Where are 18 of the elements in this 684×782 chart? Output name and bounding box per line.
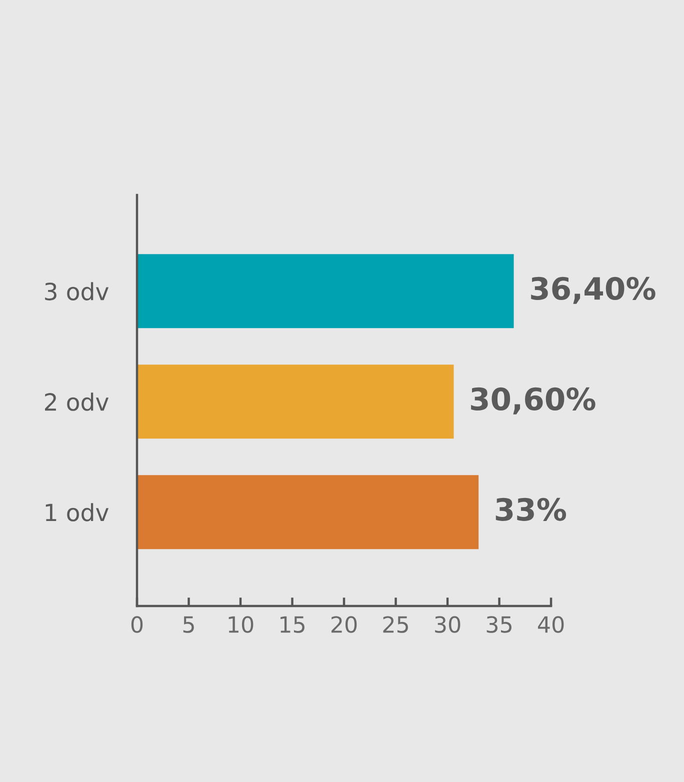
- x-tick-label: 40: [538, 616, 564, 633]
- bar: [137, 254, 514, 328]
- y-tick-label: 3 odv: [45, 282, 109, 300]
- x-tick-label: 15: [280, 616, 304, 633]
- x-tick-label: 20: [332, 616, 357, 633]
- x-tick-label: 0: [131, 616, 143, 633]
- bar: [137, 475, 479, 550]
- x-tick-label: 10: [228, 616, 254, 633]
- y-tick-label: 1 odv: [46, 503, 109, 522]
- x-tick-label: 30: [435, 616, 460, 633]
- data-label: 33%: [496, 498, 566, 521]
- data-label: 36,40%: [531, 276, 656, 304]
- x-tick-label: 5: [183, 616, 194, 633]
- bar: [137, 364, 454, 439]
- x-tick-label: 25: [383, 616, 408, 633]
- x-tick-label: 35: [486, 616, 512, 633]
- y-tick-label: 2 odv: [45, 392, 109, 411]
- data-label: 30,60%: [471, 387, 596, 414]
